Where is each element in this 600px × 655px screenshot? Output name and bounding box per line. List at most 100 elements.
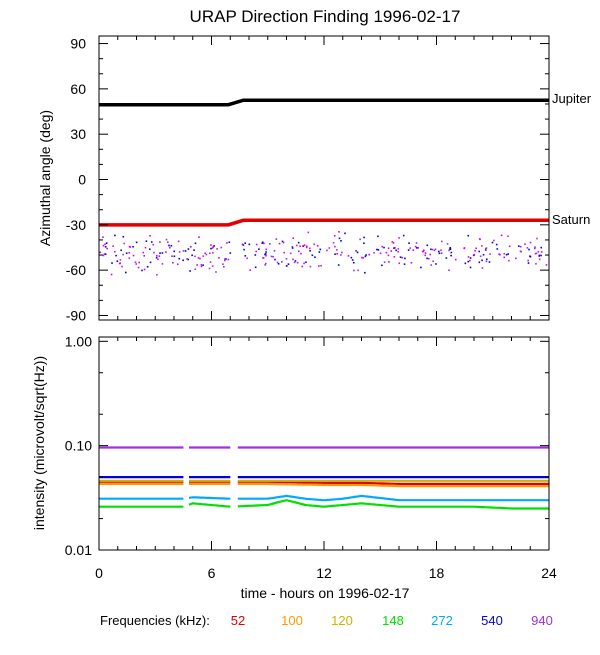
azimuth-scatter-point xyxy=(469,266,472,269)
azimuth-scatter-point xyxy=(409,247,411,249)
azimuth-scatter-point xyxy=(276,261,279,264)
azimuth-scatter-point xyxy=(353,269,355,272)
azimuth-scatter-point xyxy=(222,263,224,265)
azimuth-y-tick-label: 60 xyxy=(70,81,86,97)
azimuth-scatter-point xyxy=(106,247,108,250)
azimuth-scatter-point xyxy=(102,236,104,238)
azimuth-scatter-point xyxy=(272,255,274,258)
azimuth-scatter-point xyxy=(118,262,121,265)
azimuth-scatter-point xyxy=(110,273,113,276)
azimuth-scatter-point xyxy=(159,252,161,254)
azimuth-scatter-point xyxy=(454,258,457,261)
azimuth-scatter-point xyxy=(254,254,257,256)
azimuth-scatter-point xyxy=(496,248,499,250)
azimuth-scatter-point xyxy=(171,255,173,258)
azimuth-scatter-point xyxy=(334,245,336,248)
azimuth-scatter-point xyxy=(269,243,271,245)
azimuth-scatter-point xyxy=(296,244,298,247)
azimuth-scatter-point xyxy=(264,262,267,265)
azimuth-scatter-point xyxy=(134,261,137,264)
azimuth-scatter-point xyxy=(143,255,145,257)
azimuth-scatter-point xyxy=(387,247,390,250)
azimuth-axes: 90 60 30 0 -30 -60 -90 xyxy=(66,35,550,323)
azimuth-scatter-point xyxy=(144,246,147,249)
azimuth-scatter-point xyxy=(124,271,127,274)
azimuth-scatter-point xyxy=(337,264,340,266)
azimuth-scatter-point xyxy=(440,252,443,254)
azimuth-scatter-point xyxy=(291,246,294,248)
intensity-y-tick-label: 0.01 xyxy=(65,542,92,558)
azimuth-scatter-point xyxy=(336,249,338,251)
azimuth-scatter-point xyxy=(535,252,538,255)
azimuth-scatter-point xyxy=(507,253,510,255)
azimuth-scatter-point xyxy=(187,258,189,261)
azimuth-scatter-point xyxy=(438,252,441,255)
azimuth-y-tick-label: -30 xyxy=(66,217,86,233)
azimuth-scatter-point xyxy=(197,257,200,259)
azimuth-scatter-point xyxy=(116,260,119,262)
azimuth-scatter-point xyxy=(478,261,481,264)
azimuth-scatter-point xyxy=(435,263,437,265)
azimuth-scatter-point xyxy=(285,258,288,260)
azimuth-series-jupiter xyxy=(99,98,549,107)
azimuth-scatter-point xyxy=(190,246,192,248)
azimuth-scatter-point xyxy=(103,253,106,255)
azimuth-scatter-point xyxy=(503,256,506,259)
azimuth-scatter-point xyxy=(165,238,168,241)
azimuth-scatter-point xyxy=(319,248,322,251)
azimuth-scatter-point xyxy=(105,242,108,244)
azimuth-scatter-point xyxy=(265,254,267,257)
azimuth-scatter-point xyxy=(430,248,432,251)
azimuth-scatter-point xyxy=(469,257,472,259)
legend-item-100: 100 xyxy=(281,613,303,628)
time-x-tick-label: 18 xyxy=(429,565,445,581)
azimuth-scatter-point xyxy=(424,254,427,257)
azimuth-scatter-point xyxy=(178,257,181,260)
azimuth-scatter-point xyxy=(481,245,483,247)
azimuth-scatter-point xyxy=(208,252,211,255)
azimuth-scatter-point xyxy=(135,263,138,265)
azimuth-scatter-point xyxy=(224,258,226,260)
azimuth-scatter-point xyxy=(297,250,300,253)
azimuth-scatter-point xyxy=(434,248,437,251)
azimuth-scatter-point xyxy=(488,261,491,263)
azimuth-scatter-point xyxy=(393,255,396,258)
azimuth-scatter-point xyxy=(401,256,404,259)
azimuth-scatter-point xyxy=(161,263,164,265)
azimuth-scatter-point xyxy=(211,247,214,249)
azimuth-scatter-point xyxy=(212,245,215,248)
azimuth-scatter-point xyxy=(285,265,288,267)
azimuth-scatter-point xyxy=(215,271,217,273)
azimuth-scatter-point xyxy=(398,262,401,265)
azimuth-scatter-point xyxy=(202,264,204,266)
azimuth-scatter-point xyxy=(167,241,169,243)
azimuth-scatter-point xyxy=(390,250,393,252)
azimuth-scatter-point xyxy=(211,265,214,267)
azimuth-scatter-point xyxy=(403,263,406,265)
azimuth-scatter-point xyxy=(363,242,365,245)
azimuth-scatter-point xyxy=(484,249,487,251)
azimuth-scatter-point xyxy=(200,265,203,268)
azimuth-scatter-point xyxy=(518,245,520,247)
azimuth-series-lines xyxy=(99,98,549,227)
azimuth-scatter-point xyxy=(498,253,500,255)
azimuth-scatter-point xyxy=(481,259,483,262)
intensity-series-272 xyxy=(188,496,231,500)
azimuth-scatter-point xyxy=(293,261,296,264)
azimuth-scatter-point xyxy=(362,257,364,259)
azimuth-scatter-point xyxy=(208,267,211,270)
azimuth-scatter-point xyxy=(210,247,212,250)
azimuth-scatter-point xyxy=(361,256,363,259)
azimuth-scatter-point xyxy=(309,265,312,268)
azimuth-scatter-point xyxy=(225,258,227,260)
azimuth-scatter-point xyxy=(249,269,252,271)
azimuth-scatter-point xyxy=(340,239,342,242)
azimuth-scatter-point xyxy=(277,262,280,265)
frequency-legend: Frequencies (kHz): 52 100 120 148 272 540 940 xyxy=(100,613,553,628)
azimuth-scatter-point xyxy=(440,240,443,243)
azimuth-scatter-point xyxy=(426,244,429,247)
intensity-axes: 1.00 0.10 0.010 6 12 18 24 xyxy=(65,333,557,581)
azimuth-scatter-point xyxy=(344,232,346,235)
azimuth-scatter-point xyxy=(228,241,231,244)
azimuth-scatter-point xyxy=(120,249,123,252)
